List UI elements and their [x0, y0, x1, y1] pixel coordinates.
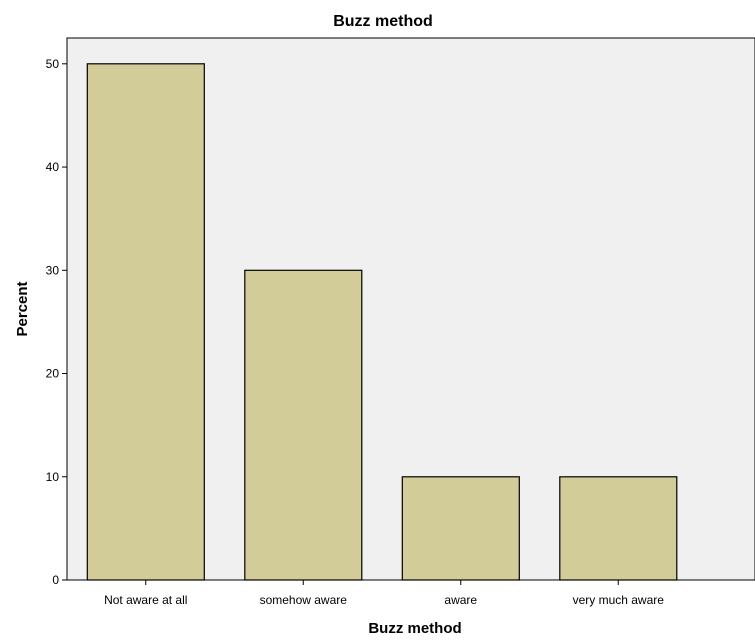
x-tick-label: somehow aware	[260, 593, 348, 607]
y-tick-label: 20	[46, 367, 60, 381]
y-tick-label: 50	[46, 57, 60, 71]
y-tick-label: 40	[46, 160, 60, 174]
x-tick-label: Not aware at all	[104, 593, 187, 607]
y-tick-label: 0	[52, 573, 59, 587]
bar-somehow-aware	[244, 269, 363, 581]
x-tick-label: aware	[444, 593, 477, 607]
y-tick-label: 10	[46, 470, 60, 484]
bar-very-much-aware	[559, 476, 678, 581]
chart-title: Buzz method	[333, 13, 433, 30]
axes-layer: 0 10 20 30 40 50 Not aware at all somehow aware…	[46, 38, 755, 607]
bar-not-aware-at-all	[86, 63, 205, 581]
y-axis-title: Percent	[14, 281, 31, 336]
x-axis-title: Buzz method	[368, 620, 461, 637]
bar-aware	[401, 476, 520, 581]
x-tick-label: very much aware	[573, 593, 665, 607]
y-tick-label: 30	[46, 263, 60, 277]
